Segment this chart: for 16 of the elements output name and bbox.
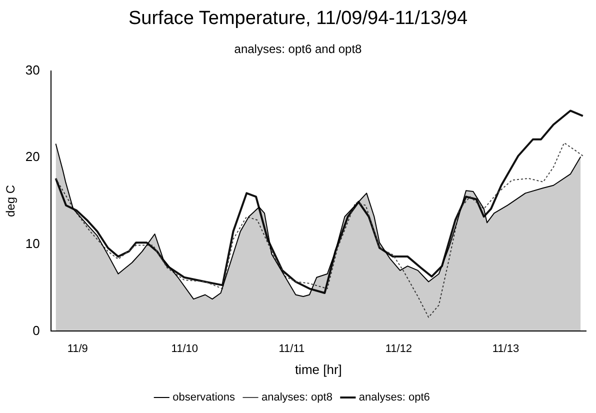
x-tick-label: 11/13 xyxy=(492,342,520,355)
y-tick-label: 20 xyxy=(25,149,40,164)
x-tick-label: 11/10 xyxy=(171,342,198,355)
x-tick-label: 11/9 xyxy=(67,342,88,355)
x-axis-title: time [hr] xyxy=(294,362,342,377)
y-tick-label: 0 xyxy=(32,322,40,338)
y-tick-label: 30 xyxy=(25,62,40,78)
chart-title: Surface Temperature, 11/09/94-11/13/94 xyxy=(127,8,469,30)
y-tick-label: 10 xyxy=(25,236,40,251)
legend-label: observations xyxy=(172,392,236,404)
legend-label: analyses: opt6 xyxy=(358,392,430,404)
legend-label: analyses: opt8 xyxy=(262,392,332,404)
chart-subtitle: analyses: opt6 and opt8 xyxy=(233,42,363,56)
y-axis-title: deg C xyxy=(4,184,18,218)
x-tick-label: 11/12 xyxy=(385,342,412,355)
x-tick-label: 11/11 xyxy=(278,342,305,355)
